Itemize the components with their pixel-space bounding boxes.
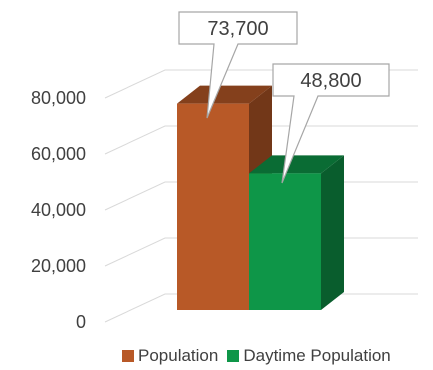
svg-text:48,800: 48,800 — [300, 70, 361, 92]
data-label-population: 73,700 — [178, 11, 298, 119]
y-tick-label: 0 — [76, 312, 86, 332]
bars — [177, 85, 344, 310]
svg-text:73,700: 73,700 — [207, 18, 268, 40]
legend: Population Daytime Population — [122, 346, 400, 366]
y-tick-label: 20,000 — [31, 256, 86, 276]
y-axis-ticks: 0 20,000 40,000 60,000 80,000 — [31, 88, 86, 332]
data-label-daytime-population: 48,800 — [272, 63, 390, 184]
legend-item-population: Population — [122, 346, 218, 366]
legend-label-daytime-population: Daytime Population — [243, 346, 391, 365]
legend-swatch-daytime-population — [227, 350, 240, 362]
legend-label-population: Population — [138, 346, 219, 365]
y-tick-label: 80,000 — [31, 88, 86, 108]
gridline — [104, 125, 418, 155]
legend-item-daytime-population: Daytime Population — [227, 346, 391, 366]
y-tick-label: 40,000 — [31, 200, 86, 220]
bar-chart: 0 20,000 40,000 60,000 80,000 73,700 48,800 — [31, 11, 418, 332]
data-labels: 73,700 48,800 — [178, 11, 390, 184]
bar-daytime-population — [249, 155, 344, 310]
y-tick-label: 60,000 — [31, 144, 86, 164]
legend-swatch-population — [122, 350, 134, 362]
